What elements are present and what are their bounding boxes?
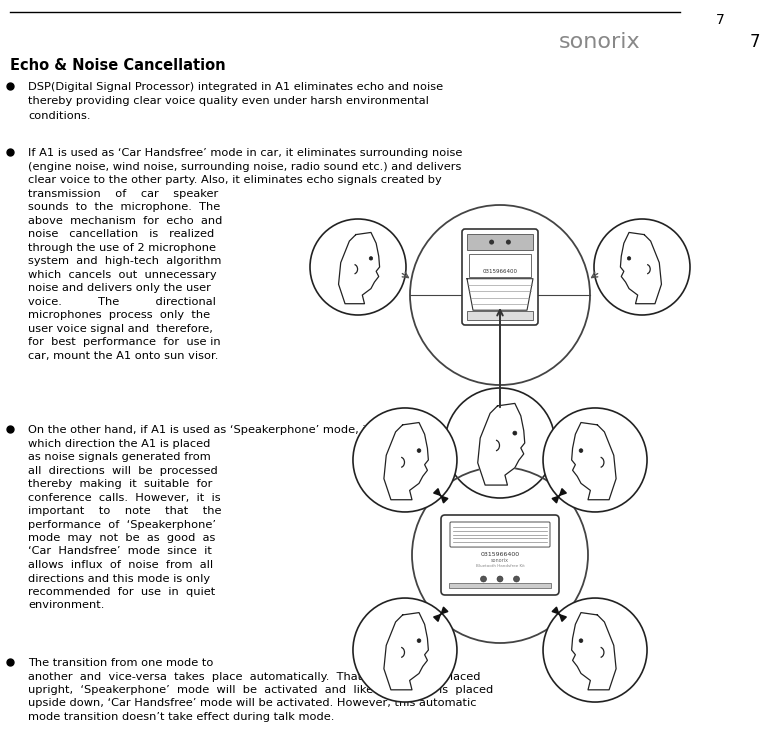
Text: The transition from one mode to: The transition from one mode to xyxy=(28,658,213,668)
Text: recommended  for  use  in  quiet: recommended for use in quiet xyxy=(28,587,216,597)
Text: which  cancels  out  unnecessary: which cancels out unnecessary xyxy=(28,270,216,279)
Circle shape xyxy=(543,598,647,702)
Text: sonorix: sonorix xyxy=(491,557,509,562)
Text: If A1 is used as ‘Car Handsfree’ mode in car, it eliminates surrounding noise: If A1 is used as ‘Car Handsfree’ mode in… xyxy=(28,148,462,158)
Text: noise and delivers only the user: noise and delivers only the user xyxy=(28,283,211,293)
Text: transmission    of    car    speaker: transmission of car speaker xyxy=(28,188,219,199)
Bar xyxy=(467,311,533,320)
FancyBboxPatch shape xyxy=(450,522,550,547)
Text: 7: 7 xyxy=(750,33,760,51)
Bar xyxy=(449,583,551,588)
Text: which direction the A1 is placed: which direction the A1 is placed xyxy=(28,438,210,449)
Circle shape xyxy=(489,239,494,245)
Circle shape xyxy=(627,257,631,260)
Text: 0315966400: 0315966400 xyxy=(482,269,517,273)
FancyBboxPatch shape xyxy=(462,229,538,325)
Text: upright,  ‘Speakerphone’  mode  will  be  activated  and  likewise,  if  it  is : upright, ‘Speakerphone’ mode will be act… xyxy=(28,685,493,695)
Text: Echo & Noise Cancellation: Echo & Noise Cancellation xyxy=(10,58,226,73)
Circle shape xyxy=(417,449,421,453)
Circle shape xyxy=(353,408,457,512)
Circle shape xyxy=(497,576,503,582)
Text: allows  influx  of  noise  from  all: allows influx of noise from all xyxy=(28,560,213,570)
Polygon shape xyxy=(572,422,616,500)
Text: as noise signals generated from: as noise signals generated from xyxy=(28,452,211,462)
Circle shape xyxy=(310,219,406,315)
Polygon shape xyxy=(384,422,429,500)
Circle shape xyxy=(594,219,690,315)
Circle shape xyxy=(417,639,421,642)
Text: Bluetooth Handsfree Kit: Bluetooth Handsfree Kit xyxy=(475,564,524,568)
Circle shape xyxy=(370,257,373,260)
Polygon shape xyxy=(572,613,616,690)
Text: through the use of 2 microphone: through the use of 2 microphone xyxy=(28,242,216,252)
Text: performance  of  ‘Speakerphone’: performance of ‘Speakerphone’ xyxy=(28,520,216,529)
Circle shape xyxy=(513,431,517,435)
Text: ‘Car  Handsfree’  mode  since  it: ‘Car Handsfree’ mode since it xyxy=(28,547,212,556)
Text: 7: 7 xyxy=(716,13,724,27)
Bar xyxy=(469,255,531,276)
Circle shape xyxy=(579,639,583,642)
Text: important    to    note    that    the: important to note that the xyxy=(28,506,222,516)
Text: car, mount the A1 onto sun visor.: car, mount the A1 onto sun visor. xyxy=(28,350,219,361)
Circle shape xyxy=(513,576,520,582)
Text: (engine noise, wind noise, surrounding noise, radio sound etc.) and delivers: (engine noise, wind noise, surrounding n… xyxy=(28,161,461,172)
Polygon shape xyxy=(384,613,429,690)
Text: On the other hand, if A1 is used as ‘Speakerphone’ mode, it doesn’t matter in: On the other hand, if A1 is used as ‘Spe… xyxy=(28,425,472,435)
Text: system  and  high-tech  algorithm: system and high-tech algorithm xyxy=(28,256,222,266)
Text: mode transition doesn’t take effect during talk mode.: mode transition doesn’t take effect duri… xyxy=(28,712,335,722)
Text: user voice signal and  therefore,: user voice signal and therefore, xyxy=(28,324,213,334)
Text: upside down, ‘Car Handsfree’ mode will be activated. However, this automatic: upside down, ‘Car Handsfree’ mode will b… xyxy=(28,699,476,709)
Text: 0315966400: 0315966400 xyxy=(481,551,520,556)
Text: DSP(Digital Signal Processor) integrated in A1 eliminates echo and noise
thereby: DSP(Digital Signal Processor) integrated… xyxy=(28,82,443,120)
Polygon shape xyxy=(467,279,533,310)
Text: another  and  vice-versa  takes  place  automatically.  That  is,  if  A1  is  p: another and vice-versa takes place autom… xyxy=(28,672,481,681)
Text: environment.: environment. xyxy=(28,600,104,611)
Text: microphones  process  only  the: microphones process only the xyxy=(28,310,210,320)
Text: above  mechanism  for  echo  and: above mechanism for echo and xyxy=(28,215,223,225)
Text: sonorix: sonorix xyxy=(559,32,641,52)
Bar xyxy=(467,234,533,250)
Text: clear voice to the other party. Also, it eliminates echo signals created by: clear voice to the other party. Also, it… xyxy=(28,175,442,185)
Circle shape xyxy=(481,576,486,582)
Polygon shape xyxy=(338,233,380,303)
Circle shape xyxy=(543,408,647,512)
Circle shape xyxy=(506,239,511,245)
Text: voice.          The          directional: voice. The directional xyxy=(28,297,216,306)
Text: noise   cancellation   is   realized: noise cancellation is realized xyxy=(28,229,214,239)
Circle shape xyxy=(353,598,457,702)
Text: for  best  performance  for  use in: for best performance for use in xyxy=(28,337,221,347)
Circle shape xyxy=(579,449,583,453)
FancyBboxPatch shape xyxy=(441,515,559,595)
Text: mode  may  not  be  as  good  as: mode may not be as good as xyxy=(28,533,216,543)
Text: conference  calls.  However,  it  is: conference calls. However, it is xyxy=(28,492,221,502)
Text: directions and this mode is only: directions and this mode is only xyxy=(28,574,210,584)
Text: sounds  to  the  microphone.  The: sounds to the microphone. The xyxy=(28,202,220,212)
Circle shape xyxy=(445,388,555,498)
Polygon shape xyxy=(620,233,661,303)
Text: thereby  making  it  suitable  for: thereby making it suitable for xyxy=(28,479,212,489)
Text: all  directions  will  be  processed: all directions will be processed xyxy=(28,465,218,475)
Polygon shape xyxy=(478,404,524,485)
